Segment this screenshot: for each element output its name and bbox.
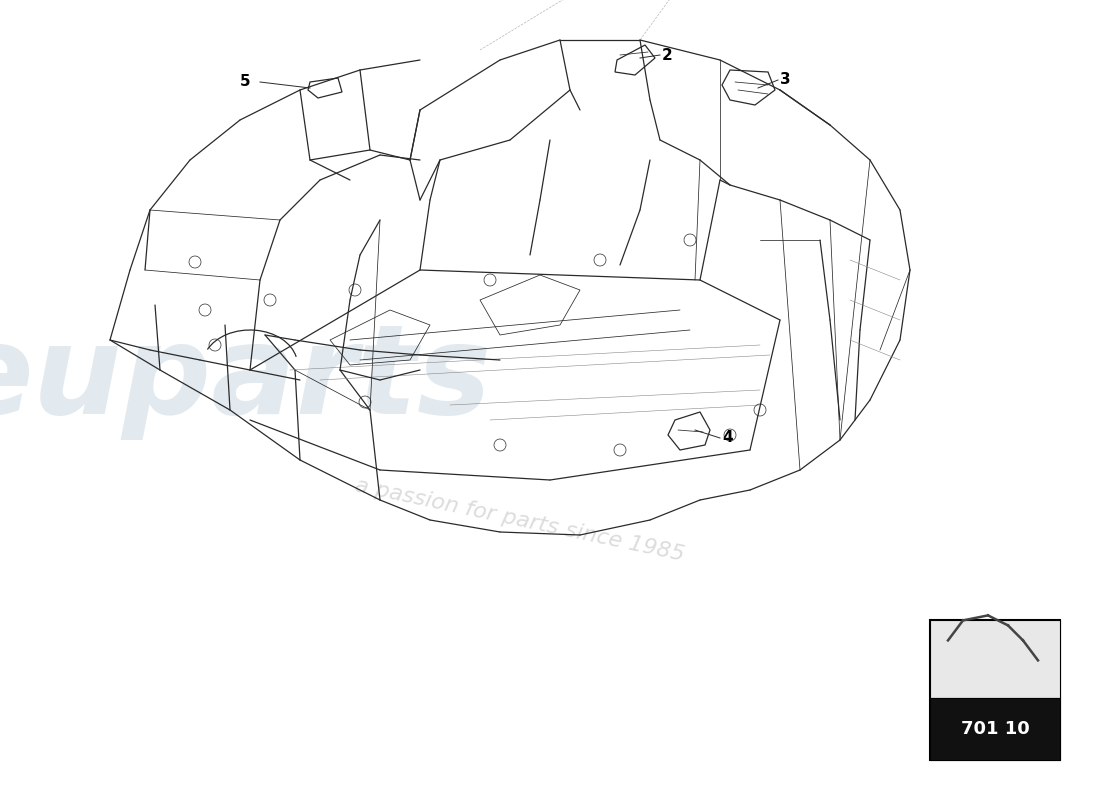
Text: 701 10: 701 10	[960, 720, 1030, 738]
FancyBboxPatch shape	[930, 620, 1060, 760]
Text: 4: 4	[722, 430, 733, 446]
Text: euparts: euparts	[0, 319, 492, 441]
Bar	[930, 620, 1060, 698]
Text: 2: 2	[662, 47, 673, 62]
Bar	[930, 698, 1060, 760]
Text: 5: 5	[240, 74, 250, 90]
Text: a passion for parts since 1985: a passion for parts since 1985	[353, 475, 686, 565]
Text: 3: 3	[780, 73, 791, 87]
